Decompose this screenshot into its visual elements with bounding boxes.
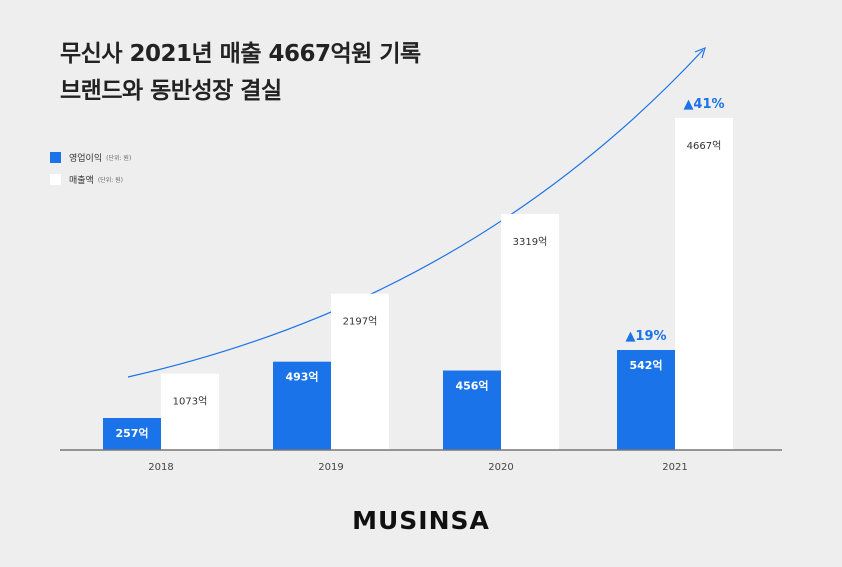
revenue-value-label: 1073억 [173, 396, 208, 408]
operating-profit-value-label: 493억 [285, 371, 318, 384]
chart-title: 무신사 2021년 매출 4667억원 기록 브랜드와 동반성장 결실 [60, 36, 421, 110]
legend-label-operating-profit: 영업이익 [69, 153, 103, 164]
operating-profit-growth-annotation: ▲19% [625, 329, 666, 344]
revenue-bar [501, 213, 559, 450]
x-axis-tick-label: 2018 [148, 462, 173, 473]
revenue-growth-annotation: ▲41% [683, 97, 724, 112]
revenue-bar [675, 118, 733, 450]
title-line-2: 브랜드와 동반성장 결실 [60, 78, 282, 104]
revenue-bar [331, 293, 389, 450]
trend-arrow-line [127, 49, 704, 378]
legend-item-operating-profit: 영업이익 (단위: 원) [50, 146, 131, 168]
x-axis-tick-label: 2020 [488, 462, 513, 473]
legend-unit-operating-profit: (단위: 원) [106, 154, 132, 162]
revenue-bar [161, 373, 219, 450]
operating-profit-value-label: 542억 [629, 359, 662, 372]
operating-profit-value-label: 257억 [115, 427, 148, 440]
operating-profit-bar [103, 418, 161, 450]
operating-profit-bar [443, 370, 501, 450]
operating-profit-bar [617, 350, 675, 450]
revenue-value-label: 4667억 [687, 140, 722, 152]
legend-item-revenue: 매출액 (단위: 원) [50, 168, 131, 190]
x-axis-tick-label: 2021 [662, 462, 687, 473]
legend-label-revenue: 매출액 [69, 175, 94, 186]
legend-swatch-operating-profit [50, 151, 61, 163]
x-axis-tick-label: 2019 [318, 462, 343, 473]
musinsa-logo: MUSINSA [352, 506, 490, 535]
title-line-1: 무신사 2021년 매출 4667억원 기록 [60, 41, 421, 67]
operating-profit-value-label: 456억 [455, 380, 488, 393]
trend-arrow-head [694, 46, 706, 59]
revenue-value-label: 3319억 [513, 236, 548, 248]
legend-swatch-revenue [50, 173, 61, 185]
operating-profit-bar [273, 361, 331, 450]
revenue-value-label: 2197억 [343, 316, 378, 328]
legend: 영업이익 (단위: 원) 매출액 (단위: 원) [50, 146, 131, 190]
legend-unit-revenue: (단위: 원) [97, 176, 124, 184]
